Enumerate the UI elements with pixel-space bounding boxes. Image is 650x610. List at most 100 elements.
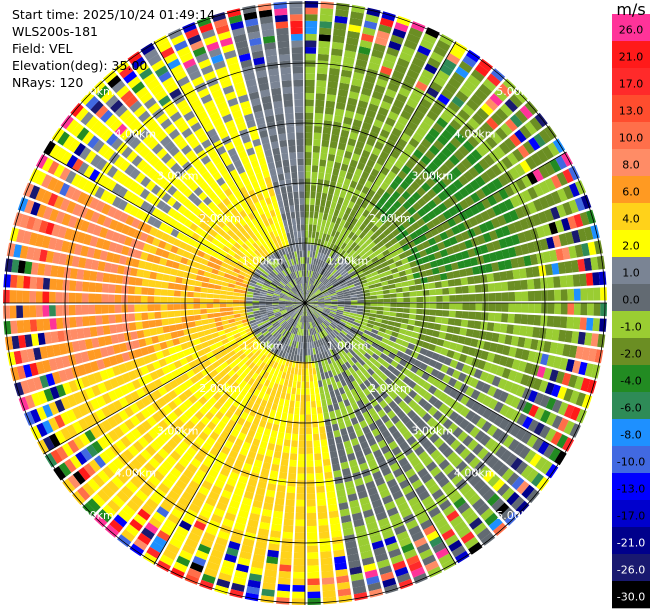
velocity-gate — [259, 301, 266, 303]
velocity-gate — [406, 98, 419, 109]
velocity-gate — [108, 241, 118, 252]
velocity-gate — [528, 404, 539, 418]
velocity-gate — [277, 431, 285, 440]
velocity-gate — [91, 337, 100, 348]
velocity-gate — [291, 312, 297, 318]
velocity-gate — [158, 358, 168, 368]
velocity-gate — [314, 311, 320, 317]
velocity-gate — [135, 399, 146, 411]
velocity-gate — [326, 349, 332, 357]
velocity-gate — [246, 258, 254, 265]
velocity-gate — [426, 220, 436, 230]
velocity-gate — [220, 311, 228, 317]
velocity-gate — [527, 279, 535, 290]
velocity-gate — [43, 264, 52, 277]
velocity-gate — [202, 502, 215, 513]
velocity-gate — [403, 297, 410, 303]
velocity-gate — [317, 339, 322, 347]
velocity-gate — [319, 260, 324, 267]
velocity-gate — [342, 328, 349, 334]
velocity-gate — [336, 343, 343, 351]
velocity-gate — [315, 265, 319, 273]
velocity-gate — [96, 489, 110, 503]
velocity-gate — [379, 150, 390, 161]
velocity-gate — [374, 476, 386, 487]
velocity-gate — [346, 425, 355, 434]
velocity-gate — [241, 283, 249, 288]
velocity-gate — [460, 394, 470, 406]
velocity-gate — [179, 413, 189, 424]
velocity-gate — [320, 287, 327, 293]
velocity-gate — [379, 276, 388, 282]
velocity-gate — [362, 446, 372, 456]
velocity-gate — [192, 555, 207, 567]
velocity-gate — [104, 335, 113, 346]
velocity-gate — [444, 82, 458, 95]
velocity-gate — [387, 223, 397, 232]
velocity-gate — [58, 343, 68, 355]
velocity-gate — [276, 285, 283, 290]
velocity-gate — [235, 336, 243, 343]
velocity-gate — [279, 364, 285, 372]
velocity-gate — [501, 313, 509, 323]
velocity-gate — [316, 192, 322, 200]
velocity-gate — [490, 131, 503, 145]
velocity-gate — [295, 394, 301, 402]
velocity-gate — [460, 277, 469, 286]
velocity-gate — [117, 265, 125, 275]
velocity-gate — [283, 286, 290, 292]
velocity-gate — [483, 361, 493, 372]
velocity-gate — [260, 311, 267, 315]
velocity-gate — [339, 136, 348, 145]
velocity-gate — [310, 314, 314, 321]
velocity-gate — [422, 33, 437, 45]
velocity-gate — [261, 315, 269, 320]
velocity-gate — [270, 430, 278, 438]
velocity-gate — [443, 357, 453, 366]
velocity-gate — [562, 185, 574, 200]
velocity-gate — [436, 69, 450, 82]
velocity-gate — [276, 341, 282, 349]
velocity-gate — [556, 171, 568, 186]
velocity-gate — [261, 338, 268, 345]
velocity-gate — [332, 382, 338, 391]
velocity-gate — [280, 293, 287, 297]
velocity-gate — [449, 342, 458, 351]
velocity-gate — [364, 431, 374, 441]
velocity-gate — [102, 357, 112, 368]
velocity-gate — [259, 298, 266, 301]
velocity-gate — [159, 554, 174, 567]
velocity-gate — [277, 326, 283, 333]
velocity-gate — [520, 314, 528, 325]
velocity-gate — [309, 292, 314, 299]
velocity-gate — [340, 514, 352, 524]
velocity-gate — [348, 314, 356, 319]
velocity-gate — [244, 531, 256, 541]
velocity-gate — [356, 399, 365, 408]
velocity-gate — [364, 299, 371, 303]
velocity-gate — [266, 308, 273, 312]
velocity-gate — [346, 351, 354, 359]
velocity-gate — [357, 299, 365, 303]
velocity-gate — [323, 596, 337, 605]
velocity-gate — [363, 342, 372, 349]
velocity-gate — [9, 290, 17, 303]
velocity-gate — [406, 435, 417, 446]
velocity-gate — [222, 391, 231, 400]
velocity-gate — [63, 267, 72, 279]
velocity-gate — [345, 171, 354, 180]
velocity-gate — [266, 324, 274, 330]
velocity-gate — [355, 183, 364, 192]
velocity-gate — [220, 290, 228, 295]
velocity-gate — [221, 320, 229, 326]
velocity-gate — [214, 353, 223, 361]
velocity-gate — [287, 317, 293, 324]
velocity-gate — [558, 329, 567, 342]
velocity-gate — [413, 462, 425, 473]
velocity-gate — [358, 391, 366, 400]
velocity-gate — [557, 261, 566, 274]
velocity-gate — [378, 257, 387, 264]
velocity-gate — [311, 237, 315, 245]
velocity-gate — [305, 92, 315, 100]
velocity-gate — [245, 456, 255, 466]
